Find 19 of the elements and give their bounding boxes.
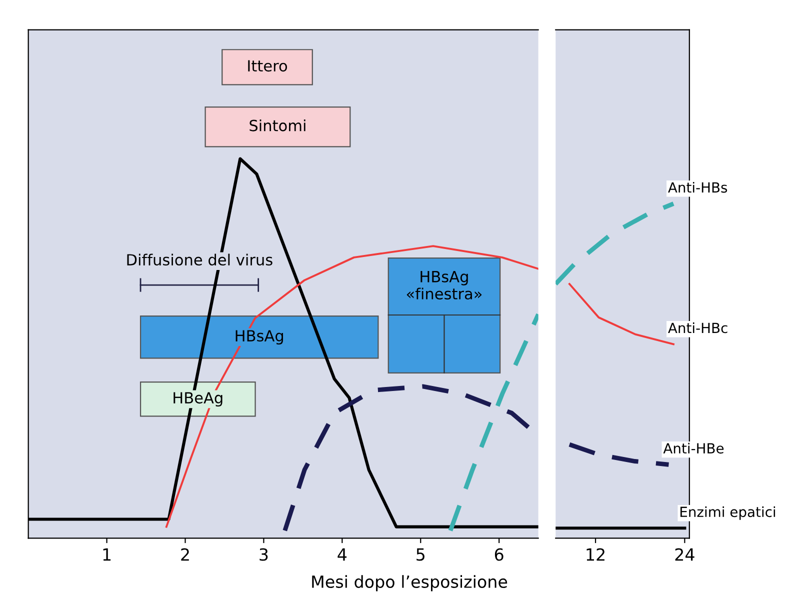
series-label: Enzimi epatici bbox=[680, 506, 776, 520]
x-tick-label: 2 bbox=[181, 548, 189, 561]
x-tick-label: 1 bbox=[103, 548, 111, 561]
series-label: Anti-HBc bbox=[668, 322, 728, 334]
x-tick-label: 24 bbox=[675, 548, 694, 561]
x-axis-title: Mesi dopo l’esposizione bbox=[312, 575, 508, 592]
text: Ittero bbox=[248, 60, 288, 72]
annotation: HBsAg bbox=[236, 330, 283, 345]
series-label: Anti-HBe bbox=[663, 442, 724, 454]
x-tick-label: 4 bbox=[338, 548, 347, 561]
x-tick-label: 6 bbox=[494, 548, 504, 561]
annotation: Diffusione del virus bbox=[127, 254, 272, 266]
annotation: HBsAg «finestra» bbox=[406, 271, 482, 300]
x-tick-label: 3 bbox=[260, 548, 268, 561]
x-tick-label: 5 bbox=[416, 548, 424, 561]
text: Sintomi bbox=[250, 120, 306, 132]
annotation: HBeAg bbox=[174, 392, 222, 407]
series-label: Anti-HBs bbox=[668, 182, 728, 193]
x-tick-label: 12 bbox=[586, 548, 604, 561]
